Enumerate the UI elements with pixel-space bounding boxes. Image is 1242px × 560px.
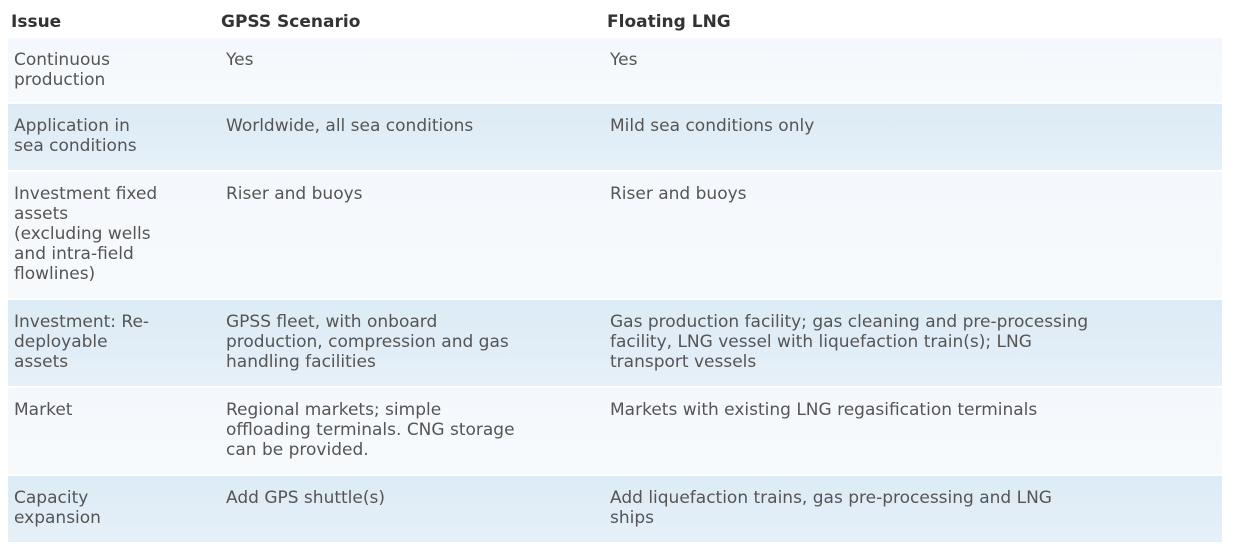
comparison-table: Issue GPSS Scenario Floating LNG Continu… [8, 4, 1222, 542]
cell-gpss: GPSS fleet, with onboard production, com… [226, 312, 509, 372]
table-row: Application in sea conditions Worldwide,… [8, 102, 1222, 170]
cell-gpss: Regional markets; simple offloading term… [226, 400, 515, 460]
cell-gpss: Yes [226, 50, 254, 70]
cell-issue: Investment fixed assets (excluding wells… [14, 184, 158, 284]
cell-issue: Application in sea conditions [14, 116, 137, 156]
cell-issue: Market [14, 400, 73, 420]
cell-gpss: Add GPS shuttle(s) [226, 488, 385, 508]
cell-flng: Markets with existing LNG regasification… [610, 400, 1038, 420]
cell-flng: Gas production facility; gas cleaning an… [610, 312, 1089, 372]
table-row: Capacity expansion Add GPS shuttle(s) Ad… [8, 474, 1222, 542]
cell-flng: Add liquefaction trains, gas pre-process… [610, 488, 1052, 528]
table-row: Investment fixed assets (excluding wells… [8, 170, 1222, 298]
header-issue: Issue [11, 12, 62, 32]
cell-issue: Continuous production [14, 50, 111, 90]
cell-flng: Yes [610, 50, 638, 70]
table-row: Investment: Re- deployable assets GPSS f… [8, 298, 1222, 386]
header-gpss-scenario: GPSS Scenario [221, 12, 361, 32]
table-row: Market Regional markets; simple offloadi… [8, 386, 1222, 474]
header-floating-lng: Floating LNG [607, 12, 731, 32]
cell-issue: Capacity expansion [14, 488, 101, 528]
table-row: Continuous production Yes Yes [8, 36, 1222, 102]
cell-issue: Investment: Re- deployable assets [14, 312, 150, 372]
cell-gpss: Worldwide, all sea conditions [226, 116, 474, 136]
table-header: Issue GPSS Scenario Floating LNG [8, 4, 1222, 36]
cell-gpss: Riser and buoys [226, 184, 363, 204]
cell-flng: Mild sea conditions only [610, 116, 815, 136]
cell-flng: Riser and buoys [610, 184, 747, 204]
